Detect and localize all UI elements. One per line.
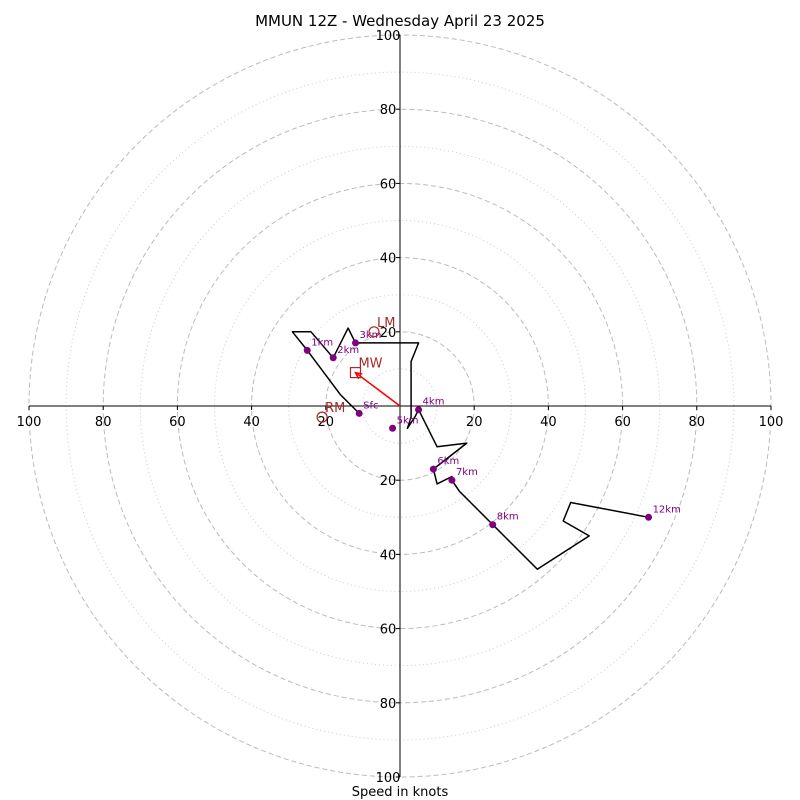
height-label-7km: 7km (456, 467, 478, 478)
height-label-12km: 12km (653, 504, 681, 515)
height-marker-3km (351, 339, 359, 347)
height-marker-1km (303, 346, 311, 354)
y-tick-label: 100 (376, 771, 401, 786)
x-tick-label: 40 (540, 415, 557, 430)
height-label-6km: 6km (437, 456, 459, 467)
height-marker-4km (415, 406, 423, 414)
x-tick-label: 100 (759, 415, 784, 430)
height-label-Sfc: Sfc (363, 400, 378, 411)
height-marker-6km (429, 465, 437, 473)
storm-motion-markers: LM MW RM (316, 316, 395, 423)
hodograph-series (291, 327, 649, 570)
y-tick-label: 40 (380, 548, 397, 563)
y-tick-label: 20 (380, 474, 397, 489)
storm-motion-marker-LM (368, 326, 380, 338)
height-marker-7km (448, 476, 456, 484)
hodograph-line-0 (291, 327, 649, 570)
mean-wind-vector (355, 372, 401, 407)
storm-motion-label-LM: LM (377, 316, 395, 331)
x-tick-label: 100 (17, 415, 42, 430)
y-tick-label: 20 (380, 326, 397, 341)
y-tick-label: 60 (380, 177, 397, 192)
storm-motion-label-RM: RM (325, 401, 345, 416)
x-tick-label: 20 (318, 415, 335, 430)
height-marker-2km (329, 354, 337, 362)
storm-motion-marker-MW (349, 367, 362, 379)
height-marker-12km (645, 513, 653, 521)
y-tick-label: 100 (376, 29, 401, 44)
x-tick-label: 40 (243, 415, 260, 430)
x-tick-label: 80 (689, 415, 706, 430)
x-tick-label: 20 (466, 415, 483, 430)
x-tick-label: 60 (169, 415, 186, 430)
y-tick-label: 80 (380, 103, 397, 118)
height-marker-5km (389, 424, 397, 432)
x-tick-label: 80 (95, 415, 112, 430)
x-axis-label: Speed in knots (352, 785, 449, 800)
storm-motion-label-MW: MW (358, 357, 382, 372)
x-tick-label: 60 (614, 415, 631, 430)
height-label-4km: 4km (423, 397, 445, 408)
y-tick-label: 40 (380, 252, 397, 267)
height-label-1km: 1km (311, 337, 333, 348)
height-marker-Sfc (355, 409, 363, 417)
height-label-2km: 2km (337, 345, 359, 356)
y-tick-label: 60 (380, 623, 397, 638)
height-label-8km: 8km (497, 512, 519, 523)
chart-title: MMUN 12Z - Wednesday April 23 2025 (255, 12, 545, 30)
y-tick-label: 80 (380, 697, 397, 712)
height-label-5km: 5km (397, 415, 419, 426)
storm-motion-marker-RM (316, 411, 328, 423)
height-marker-8km (489, 521, 497, 529)
tick-labels: 100 80 60 40 20 20 40 60 80 100 100 80 60 40 20 20 40 60 8… (17, 29, 784, 786)
